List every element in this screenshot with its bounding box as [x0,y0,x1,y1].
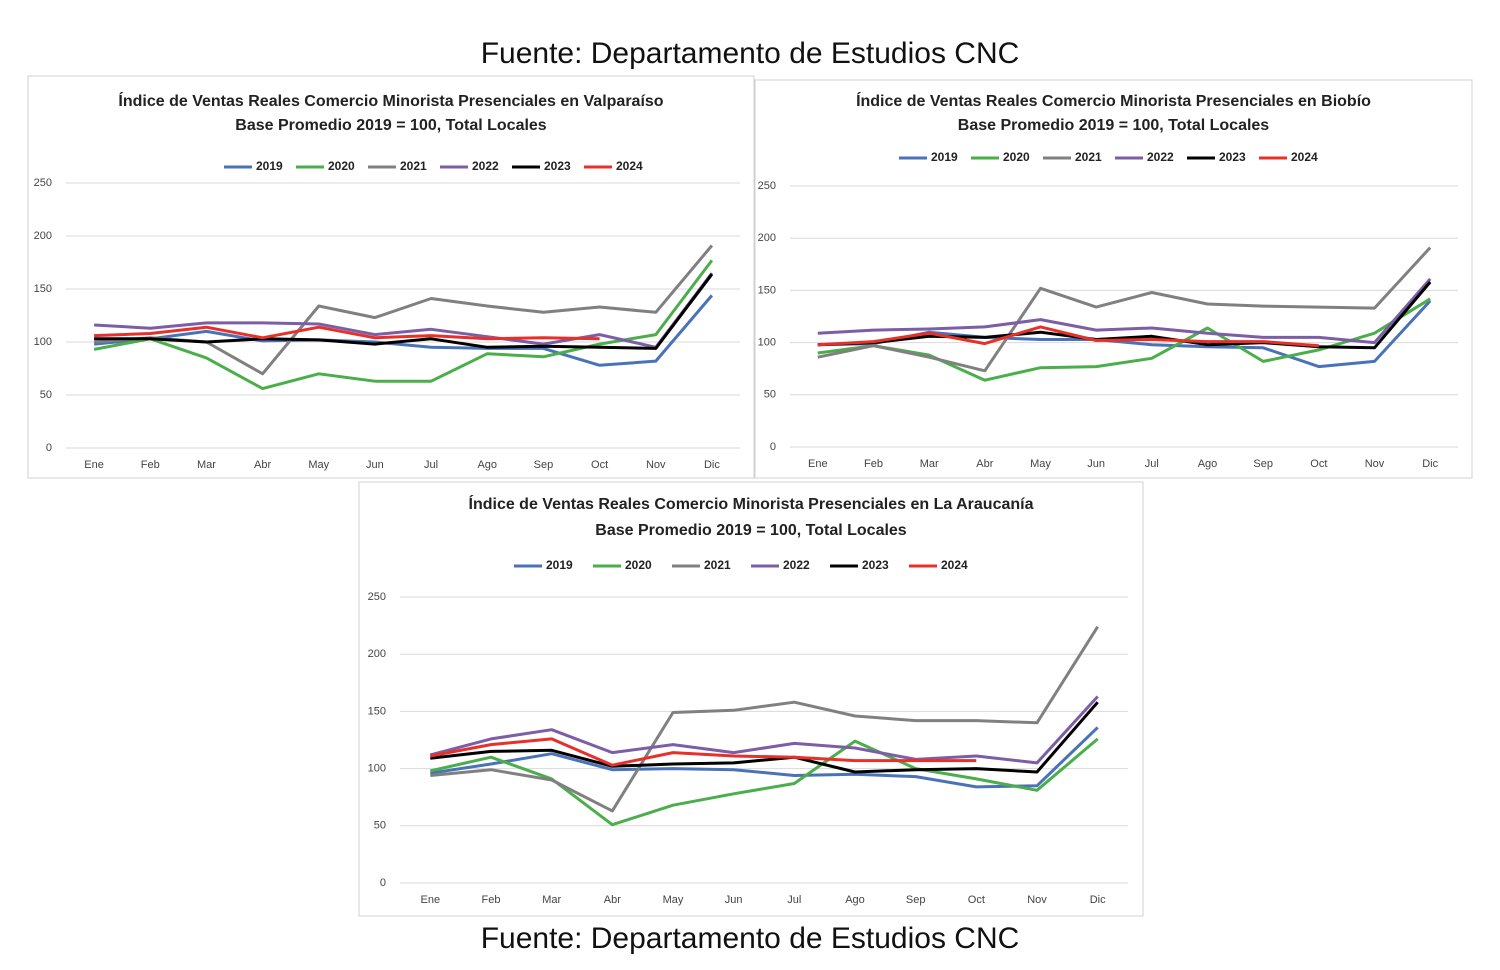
legend-label: 2019 [546,558,573,572]
chart-subtitle: Base Promedio 2019 = 100, Total Locales [958,117,1270,134]
y-tick-label: 200 [368,648,386,660]
x-tick-label: Dic [704,459,720,471]
x-tick-label: Ene [421,894,441,906]
x-tick-label: Nov [1027,894,1047,906]
series-line [817,277,1432,345]
y-tick-label: 0 [46,442,52,454]
x-tick-label: Oct [591,459,608,471]
series-line [94,272,714,349]
x-tick-label: Jul [424,459,438,471]
chart-title: Índice de Ventas Reales Comercio Minoris… [469,494,1034,513]
y-tick-label: 100 [758,337,776,349]
legend-label: 2022 [472,159,499,173]
y-tick-label: 250 [758,180,776,192]
legend-label: 2024 [941,558,968,572]
x-tick-label: Mar [542,894,561,906]
legend-label: 2023 [544,159,571,173]
chart-title: Índice de Ventas Reales Comercio Minoris… [118,91,663,110]
legend-label: 2020 [328,159,355,173]
x-tick-label: Feb [482,894,501,906]
series-line [817,246,1432,373]
x-tick-label: May [308,459,329,471]
panel [754,79,1473,479]
y-tick-label: 0 [770,441,776,453]
x-tick-label: Jul [1145,458,1159,470]
series-line [94,325,600,341]
x-tick-label: Ene [808,458,828,470]
legend-label: 2019 [931,150,958,164]
source-top: Fuente: Departamento de Estudios CNC [481,37,1020,70]
x-tick-label: Feb [864,458,883,470]
x-tick-label: Abr [254,459,271,471]
y-tick-label: 150 [34,283,52,295]
x-tick-label: Abr [604,894,621,906]
legend-label: 2020 [1003,150,1030,164]
legend-label: 2021 [1075,150,1102,164]
series-line [430,726,1099,789]
legend-label: 2019 [256,159,283,173]
x-tick-label: Nov [646,459,666,471]
x-tick-label: Jun [366,459,384,471]
x-tick-label: Abr [976,458,993,470]
x-tick-label: Dic [1422,458,1438,470]
source-bottom: Fuente: Departamento de Estudios CNC [481,922,1020,955]
x-tick-label: Ago [477,459,497,471]
chart-title: Índice de Ventas Reales Comercio Minoris… [856,91,1371,110]
x-tick-label: Jun [1087,458,1105,470]
x-tick-label: Mar [920,458,939,470]
y-tick-label: 200 [758,232,776,244]
series-line [94,273,714,350]
x-tick-label: Ene [84,459,104,471]
legend-label: 2022 [1147,150,1174,164]
x-tick-label: Oct [968,894,985,906]
legend-label: 2022 [783,558,810,572]
y-tick-label: 50 [374,820,386,832]
series-line [817,325,1319,348]
x-tick-label: Feb [141,459,160,471]
y-tick-label: 250 [34,177,52,189]
series-line [430,701,1099,774]
legend-label: 2024 [1291,150,1318,164]
chart-subtitle: Base Promedio 2019 = 100, Total Locales [235,117,547,134]
x-tick-label: Oct [1310,458,1327,470]
x-tick-label: Ago [845,894,865,906]
panel [27,75,755,479]
legend-label: 2023 [862,558,889,572]
series-line [429,695,1099,765]
x-tick-label: Sep [1253,458,1273,470]
y-tick-label: 50 [40,389,52,401]
legend-label: 2023 [1219,150,1246,164]
series-line [93,259,714,391]
x-tick-label: May [1030,458,1051,470]
x-tick-label: Nov [1365,458,1385,470]
series-line [429,737,1099,827]
legend-label: 2021 [704,558,731,572]
series-line [430,737,977,767]
chart-subtitle: Base Promedio 2019 = 100, Total Locales [595,522,907,539]
x-tick-label: Jul [787,894,801,906]
y-tick-label: 50 [764,389,776,401]
y-tick-label: 100 [34,336,52,348]
series-line [93,294,714,367]
y-tick-label: 250 [368,591,386,603]
series-line [430,625,1099,813]
x-tick-label: May [663,894,684,906]
panel [358,481,1144,917]
x-tick-label: Sep [906,894,926,906]
x-tick-label: Ago [1198,458,1218,470]
x-tick-label: Jun [725,894,743,906]
legend-label: 2024 [616,159,643,173]
x-tick-label: Mar [197,459,216,471]
series-line [817,281,1432,350]
y-tick-label: 150 [368,705,386,717]
y-tick-label: 0 [380,877,386,889]
y-tick-label: 200 [34,230,52,242]
x-tick-label: Dic [1090,894,1106,906]
legend-label: 2020 [625,558,652,572]
y-tick-label: 100 [368,763,386,775]
x-tick-label: Sep [534,459,554,471]
y-tick-label: 150 [758,284,776,296]
legend-label: 2021 [400,159,427,173]
